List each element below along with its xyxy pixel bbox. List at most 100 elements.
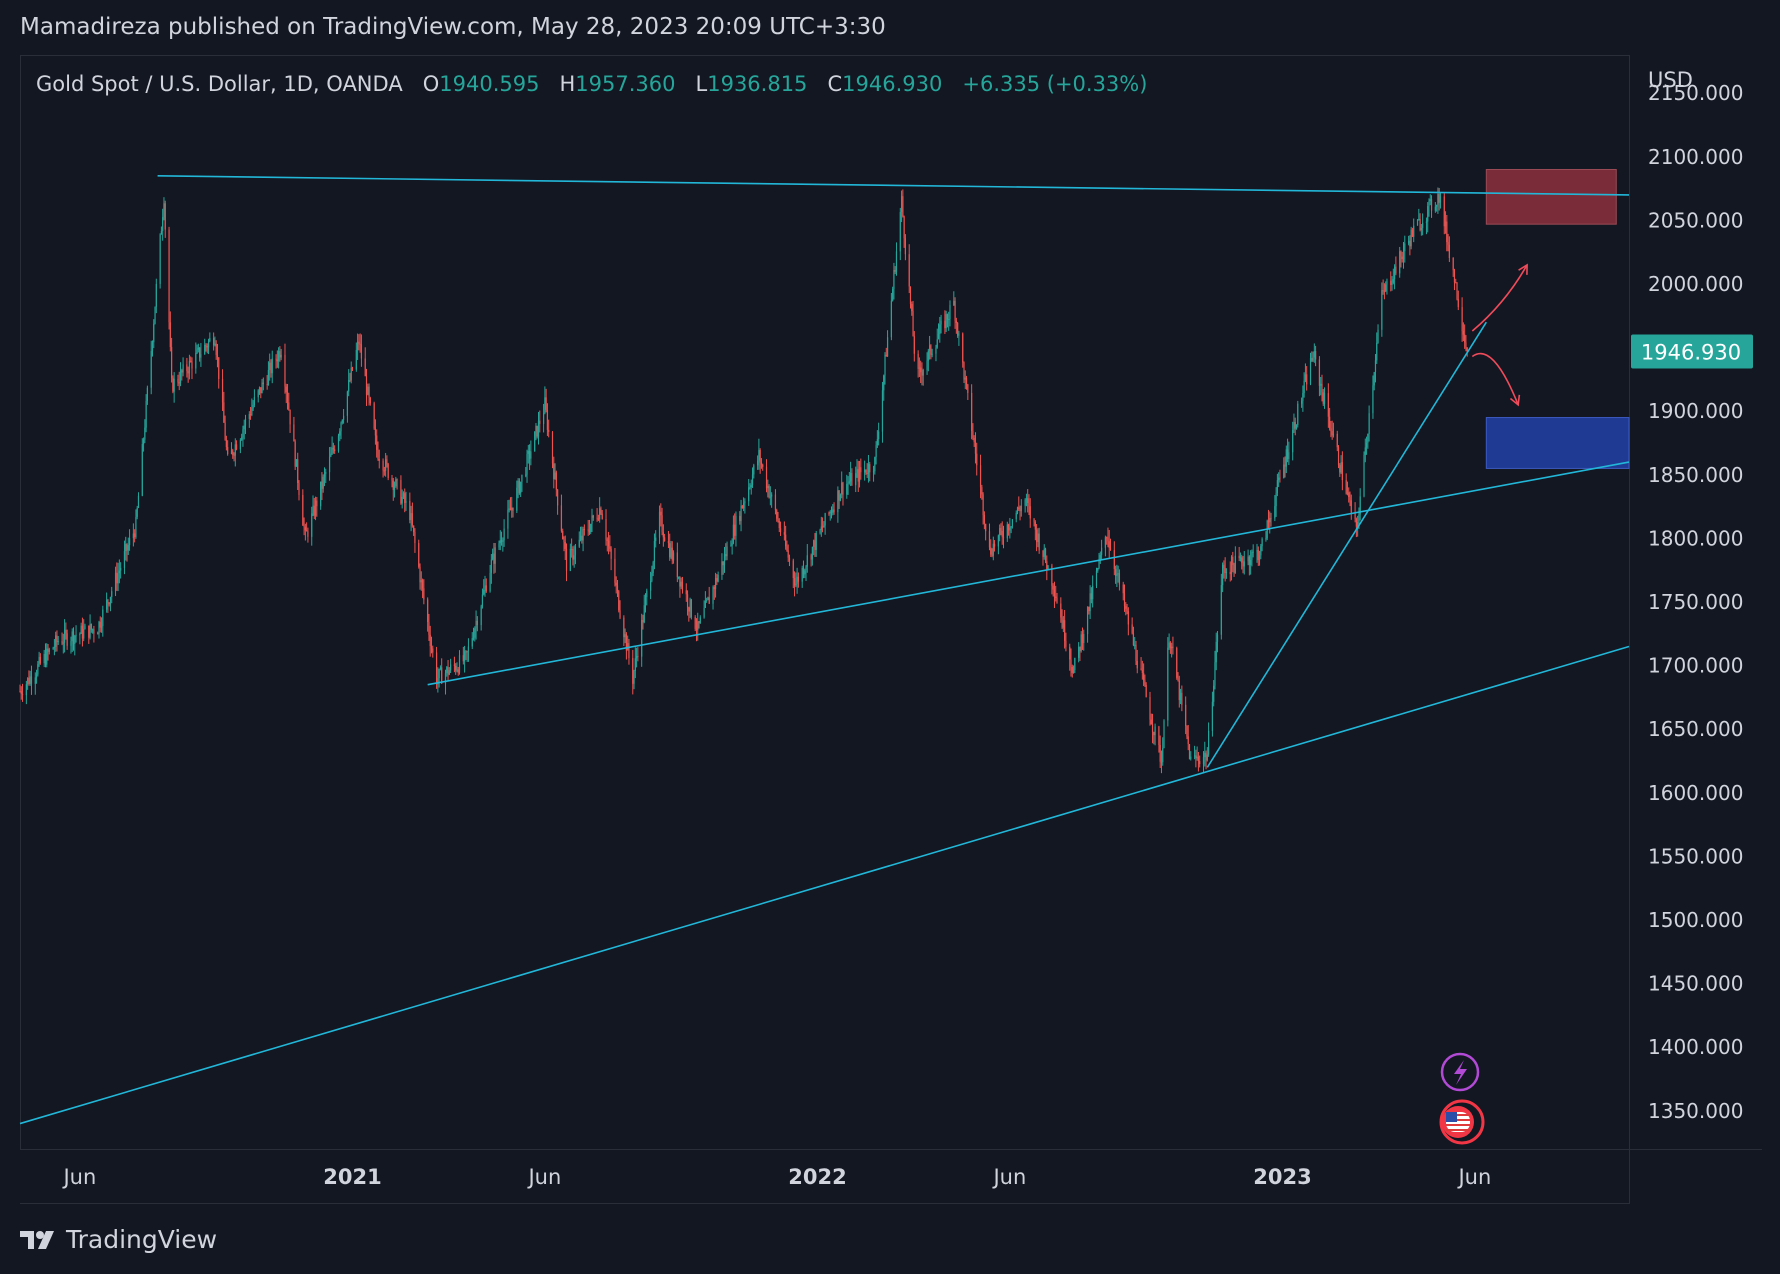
- candle-body: [1230, 556, 1233, 575]
- time-tick-label: 2021: [323, 1165, 381, 1189]
- candle-body: [931, 353, 933, 355]
- candle-body: [704, 600, 706, 608]
- candle-body: [227, 447, 229, 455]
- candle-body: [223, 402, 225, 423]
- candle-body: [1265, 538, 1267, 540]
- candle-body: [734, 524, 736, 536]
- candle-body: [1418, 218, 1420, 220]
- candle-body: [70, 641, 72, 646]
- candle-body: [1178, 680, 1180, 701]
- candle-body: [225, 440, 227, 448]
- candle-body: [536, 425, 538, 437]
- candle-body: [72, 631, 75, 645]
- candle-body: [866, 473, 868, 475]
- candle-body: [346, 391, 349, 416]
- candle-body: [1056, 597, 1058, 604]
- candle-body: [1011, 519, 1014, 527]
- candle-body: [270, 362, 272, 374]
- symbol-description[interactable]: Gold Spot / U.S. Dollar, 1D, OANDA: [36, 72, 403, 96]
- candle-body: [1042, 550, 1044, 557]
- candle-body: [511, 507, 513, 511]
- candle-body: [748, 487, 750, 502]
- candle-body: [918, 367, 921, 369]
- candle-body: [1134, 644, 1136, 646]
- close-label: C: [827, 72, 843, 96]
- candle-body: [62, 642, 64, 644]
- currency-label[interactable]: USD: [1648, 68, 1693, 92]
- candle-body: [97, 633, 99, 635]
- candle-body: [186, 364, 188, 372]
- candle-body: [1081, 634, 1084, 644]
- candle-body: [159, 234, 161, 284]
- candle-body: [1420, 227, 1422, 231]
- candle-body: [1339, 465, 1341, 473]
- candle-body: [927, 350, 929, 361]
- candle-body: [1123, 593, 1126, 607]
- candle-body: [1349, 497, 1351, 501]
- candle-body: [955, 320, 957, 324]
- candle-body: [453, 664, 456, 666]
- candle-body: [1025, 498, 1028, 500]
- candle-body: [625, 634, 628, 651]
- candle-body: [249, 414, 252, 416]
- candle-body: [213, 338, 215, 346]
- price-axis-divider: [1629, 55, 1630, 1203]
- candle-body: [1346, 492, 1349, 494]
- candle-body: [1447, 242, 1449, 245]
- candle-body: [98, 621, 100, 634]
- candle-body: [894, 269, 896, 272]
- candle-body: [958, 333, 960, 336]
- candle-body: [1434, 206, 1436, 211]
- candle-body: [1377, 329, 1379, 343]
- candle-body: [169, 322, 171, 348]
- candle-body: [1306, 374, 1308, 385]
- trendline: [1206, 321, 1487, 768]
- candle-body: [1229, 571, 1231, 575]
- tradingview-brand[interactable]: TradingView: [20, 1225, 217, 1254]
- candle-body: [985, 523, 987, 532]
- candle-body: [1154, 726, 1156, 736]
- candle-body: [1315, 351, 1317, 360]
- candle-body: [288, 402, 290, 410]
- candle-body: [490, 559, 492, 573]
- candle-body: [102, 609, 104, 627]
- candle-body: [1185, 704, 1187, 726]
- candle-body: [526, 453, 528, 475]
- candle-body: [1233, 564, 1235, 573]
- candle-body: [1457, 299, 1459, 308]
- candle-body: [187, 371, 189, 374]
- candle-body: [722, 561, 724, 566]
- candle-body: [1078, 646, 1080, 658]
- candle-body: [618, 591, 620, 611]
- tradingview-logo-icon: [20, 1230, 54, 1249]
- candle-body: [615, 582, 617, 586]
- candle-body: [1046, 561, 1048, 570]
- candle-body: [635, 655, 638, 659]
- candle-body: [619, 610, 621, 618]
- candle-body: [116, 572, 118, 584]
- candle-body: [117, 573, 119, 584]
- candle-body: [820, 526, 822, 531]
- candle-body: [963, 362, 965, 380]
- candle-body: [945, 314, 947, 329]
- candle-body: [251, 408, 253, 415]
- candle-body: [447, 667, 449, 675]
- candle-body: [1055, 596, 1057, 598]
- candle-body: [364, 358, 366, 377]
- candle-body: [1224, 568, 1226, 573]
- candle-body: [37, 664, 39, 675]
- candle-body: [689, 599, 691, 612]
- candle-body: [974, 442, 977, 454]
- candle-body: [805, 566, 807, 571]
- candle-body: [769, 496, 771, 498]
- candle-body: [616, 585, 619, 592]
- candle-body: [525, 474, 527, 476]
- candle-body: [1060, 603, 1062, 618]
- candle-body: [946, 314, 949, 320]
- candle-body: [1409, 240, 1411, 247]
- candle-body: [564, 541, 566, 549]
- candle-body: [1400, 251, 1402, 257]
- candle-body: [1429, 199, 1431, 202]
- candle-body: [509, 508, 512, 511]
